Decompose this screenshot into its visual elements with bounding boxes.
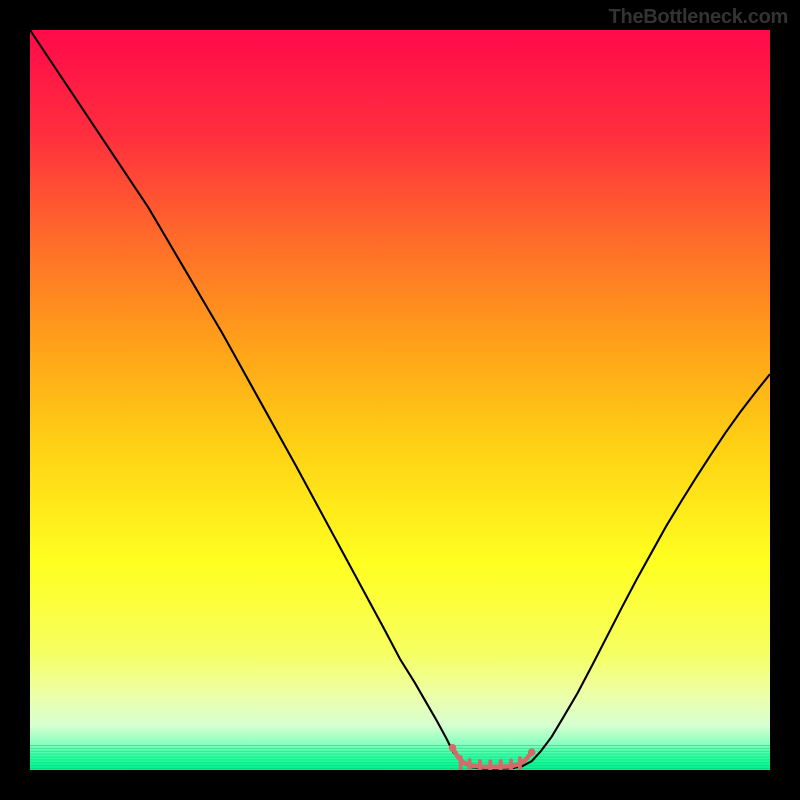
figure-canvas: TheBottleneck.com [0,0,800,800]
plot-area [30,30,770,770]
curve-layer [30,30,770,770]
bottleneck-curve [30,30,770,769]
trough-tick-marks [461,757,520,770]
trough-endpoint-right [528,748,536,756]
trough-endpoint-left [449,744,457,752]
watermark-text: TheBottleneck.com [609,6,788,29]
